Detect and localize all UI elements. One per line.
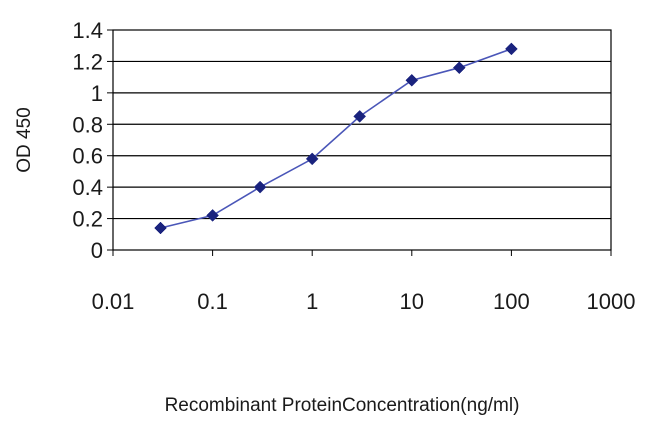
data-point <box>253 180 267 194</box>
y-axis-ticks <box>107 29 113 251</box>
grid-lines <box>113 60 611 220</box>
x-tick-label: 1 <box>306 289 318 314</box>
data-point <box>505 42 518 56</box>
x-axis-ticks <box>112 250 612 256</box>
x-tick-label: 10 <box>400 289 424 314</box>
y-tick-label: 0 <box>91 238 103 263</box>
data-point <box>154 221 167 235</box>
x-axis-title: Recombinant ProteinConcentration(ng/ml) <box>165 395 520 416</box>
data-point <box>305 152 319 166</box>
y-tick-label: 0.8 <box>72 112 103 137</box>
y-tick-label: 1.2 <box>72 49 103 74</box>
x-tick-label: 1000 <box>587 289 636 314</box>
data-point <box>405 73 419 87</box>
series-line <box>160 48 512 229</box>
data-point <box>206 209 219 222</box>
x-tick-label: 0.01 <box>92 289 135 314</box>
x-tick-label: 100 <box>493 289 530 314</box>
data-point <box>452 61 466 75</box>
y-tick-label: 1 <box>91 81 103 106</box>
y-tick-label: 0.4 <box>72 175 103 200</box>
plot-area <box>107 29 612 256</box>
x-tick-label: 0.1 <box>197 289 228 314</box>
y-axis-tick-labels: 0 0.2 0.4 0.6 0.8 1 1.2 1.4 <box>72 18 103 263</box>
y-tick-label: 0.6 <box>72 144 103 169</box>
x-axis-tick-labels: 0.01 0.1 1 10 100 1000 <box>92 289 636 314</box>
data-points <box>154 42 518 235</box>
plot-frame <box>112 29 612 251</box>
y-axis-title: OD 450 <box>14 107 35 172</box>
y-tick-label: 1.4 <box>72 18 103 43</box>
data-point <box>353 110 367 123</box>
y-tick-label: 0.2 <box>72 207 103 232</box>
